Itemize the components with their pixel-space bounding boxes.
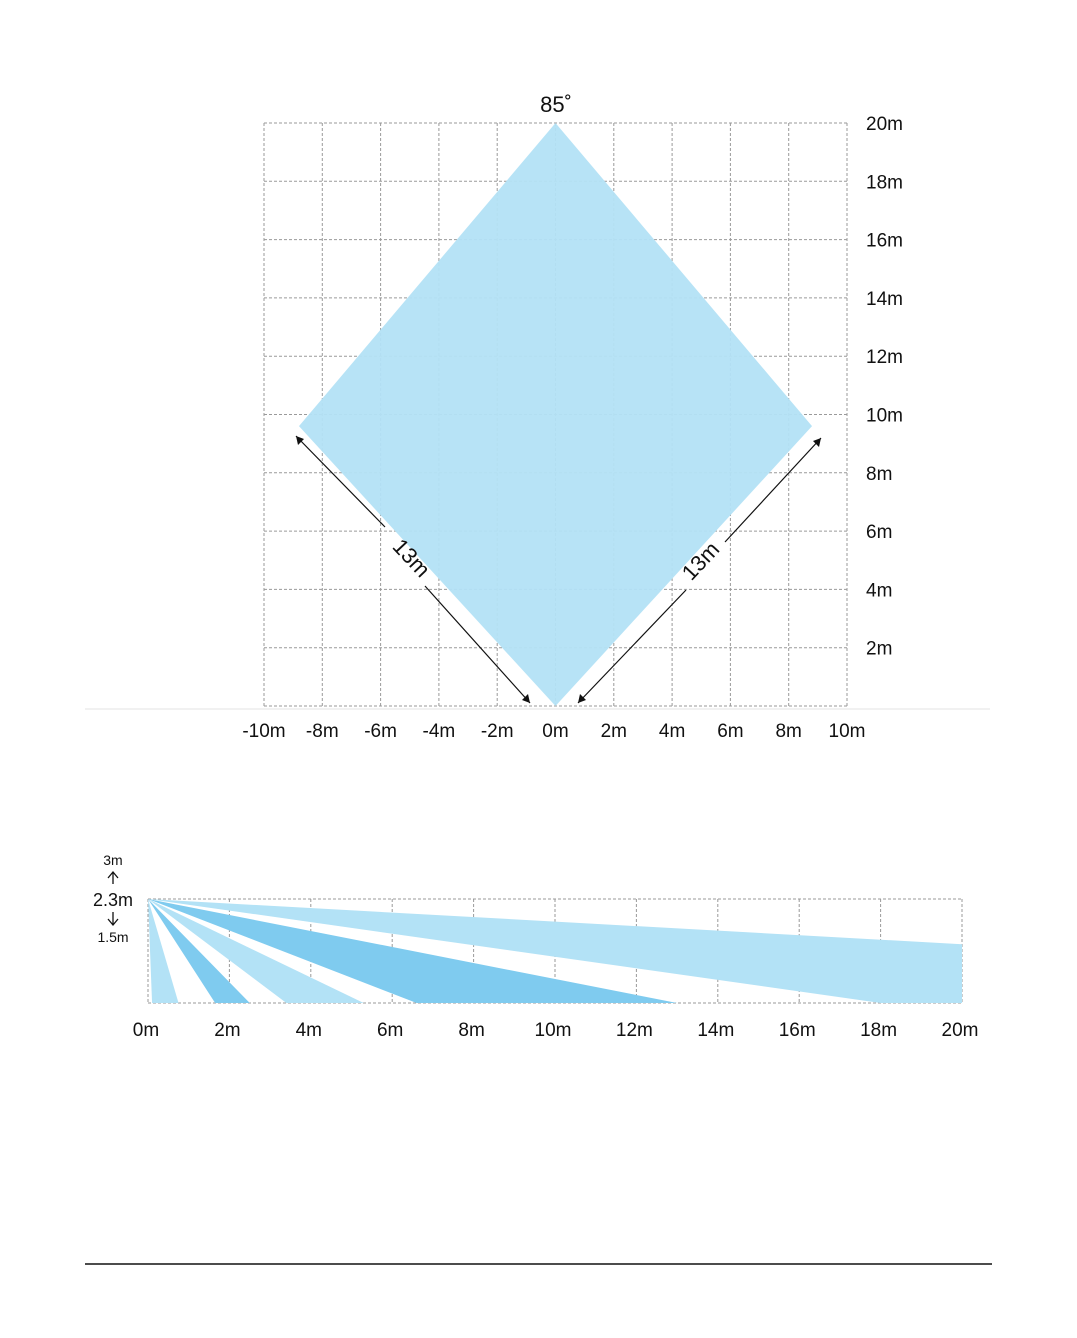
side-x-tick-label: 6m	[377, 1020, 403, 1041]
side-x-tick-label: 4m	[296, 1020, 322, 1041]
top-x-tick-label: 0m	[542, 721, 568, 742]
top-x-tick-label: 6m	[717, 721, 743, 742]
detection-angle-label: 85˚	[540, 92, 572, 117]
top-y-tick-label: 6m	[866, 522, 892, 543]
top-x-tick-label: -2m	[481, 721, 514, 742]
top-x-tick-label: 8m	[775, 721, 801, 742]
top-y-tick-label: 20m	[866, 114, 903, 135]
down-arrow-icon	[107, 912, 119, 927]
detection-beam	[148, 899, 364, 1003]
side-x-tick-label: 8m	[458, 1020, 484, 1041]
detection-beam	[148, 899, 250, 1003]
top-view-y-axis-labels: 2m 4m 6m 8m 10m 12m 14m 16m 18m 20m	[866, 114, 903, 660]
top-view-detection-zone	[298, 123, 813, 706]
side-x-tick-label: 16m	[779, 1020, 816, 1041]
side-x-tick-label: 0m	[133, 1020, 159, 1041]
top-x-tick-label: 2m	[601, 721, 627, 742]
side-x-tick-label: 14m	[697, 1020, 734, 1041]
top-x-tick-label: -10m	[242, 721, 285, 742]
top-y-tick-label: 2m	[866, 639, 892, 660]
top-x-tick-label: -4m	[423, 721, 456, 742]
max-height-label: 3m	[103, 852, 122, 868]
top-x-tick-label: 4m	[659, 721, 685, 742]
top-view-coverage: -10m -8m -6m -4m -2m 0m 2m 4m 6m 8m 10m 2m 4m 6m 8m 10…	[85, 92, 990, 742]
up-arrow-icon	[107, 870, 119, 884]
detection-beam	[148, 899, 678, 1003]
top-y-tick-label: 10m	[866, 406, 903, 427]
detection-beam	[148, 899, 962, 1003]
top-y-tick-label: 18m	[866, 172, 903, 193]
min-height-label: 1.5m	[97, 929, 128, 945]
detection-beam	[148, 899, 179, 1003]
side-view-coverage: 0m 2m 4m 6m 8m 10m 12m 14m 16m 18m 20m 3m 2.3m 1.5…	[93, 852, 979, 1041]
side-view-beams	[148, 899, 962, 1003]
top-y-tick-label: 14m	[866, 289, 903, 310]
side-x-tick-label: 10m	[535, 1020, 572, 1041]
side-x-tick-label: 2m	[214, 1020, 240, 1041]
mount-height-label: 2.3m	[93, 890, 133, 910]
top-y-tick-label: 8m	[866, 464, 892, 485]
side-x-tick-label: 12m	[616, 1020, 653, 1041]
top-y-tick-label: 16m	[866, 231, 903, 252]
top-x-tick-label: -6m	[364, 721, 397, 742]
top-x-tick-label: -8m	[306, 721, 339, 742]
top-y-tick-label: 4m	[866, 580, 892, 601]
side-x-tick-label: 18m	[860, 1020, 897, 1041]
side-x-tick-label: 20m	[942, 1020, 979, 1041]
top-view-x-axis-labels: -10m -8m -6m -4m -2m 0m 2m 4m 6m 8m 10m	[242, 721, 865, 742]
side-view-x-axis-labels: 0m 2m 4m 6m 8m 10m 12m 14m 16m 18m 20m	[133, 1020, 979, 1041]
top-x-tick-label: 10m	[829, 721, 866, 742]
top-y-tick-label: 12m	[866, 347, 903, 368]
